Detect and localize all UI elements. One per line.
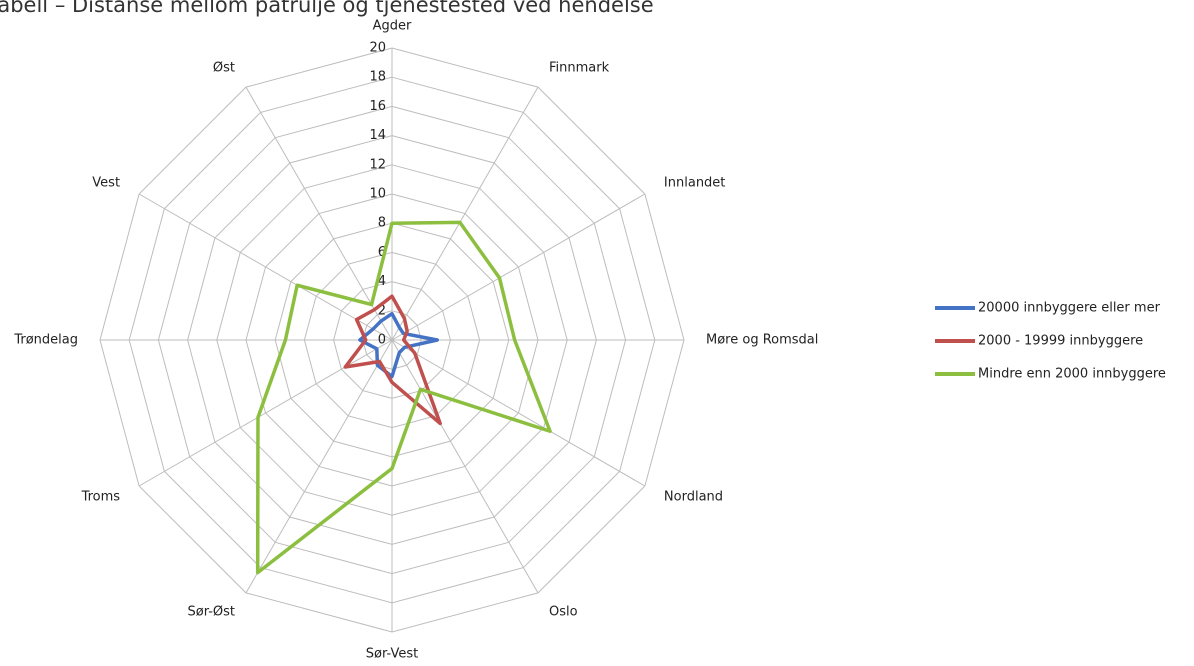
legend-label: 20000 innbyggere eller mer bbox=[978, 301, 1161, 316]
category-label: Nordland bbox=[664, 490, 723, 505]
legend-label: Mindre enn 2000 innbyggere bbox=[978, 367, 1166, 382]
tick-label: 18 bbox=[369, 70, 386, 85]
category-label: Innlandet bbox=[664, 176, 725, 191]
series-line bbox=[255, 220, 552, 575]
tick-label: 14 bbox=[369, 128, 386, 143]
category-label: Øst bbox=[213, 61, 235, 76]
tick-label: 12 bbox=[369, 157, 386, 172]
category-label: Vest bbox=[92, 176, 120, 191]
category-label: Trøndelag bbox=[13, 333, 78, 348]
tick-label: 4 bbox=[378, 274, 386, 289]
category-label: Sør-Øst bbox=[187, 604, 235, 619]
tick-label: 8 bbox=[378, 216, 386, 231]
category-label: Agder bbox=[373, 19, 412, 34]
axis-spoke bbox=[138, 193, 393, 341]
axis-spoke bbox=[391, 339, 646, 487]
series-line bbox=[343, 294, 442, 426]
category-label: Sør-Vest bbox=[366, 647, 418, 662]
tick-label: 20 bbox=[369, 41, 386, 56]
series-line bbox=[358, 311, 440, 379]
tick-label: 10 bbox=[369, 187, 386, 202]
category-label: Oslo bbox=[549, 604, 578, 619]
category-label: Møre og Romsdal bbox=[706, 333, 818, 348]
tick-label: 16 bbox=[369, 99, 386, 114]
category-label: Troms bbox=[81, 490, 121, 505]
chart-title: Tabell – Distanse mellom patrulje og tje… bbox=[0, 0, 654, 17]
axis-spoke bbox=[245, 86, 393, 341]
legend-label: 2000 - 19999 innbyggere bbox=[978, 334, 1143, 349]
axis-spoke bbox=[391, 86, 539, 341]
axis-spoke bbox=[138, 339, 393, 487]
axis-spoke bbox=[391, 193, 646, 341]
tick-label: 0 bbox=[378, 333, 386, 348]
axis-spoke bbox=[391, 339, 539, 594]
tick-label: 6 bbox=[378, 245, 386, 260]
category-label: Finnmark bbox=[549, 61, 610, 76]
tick-label: 2 bbox=[378, 303, 386, 318]
axis-spoke bbox=[245, 339, 393, 594]
